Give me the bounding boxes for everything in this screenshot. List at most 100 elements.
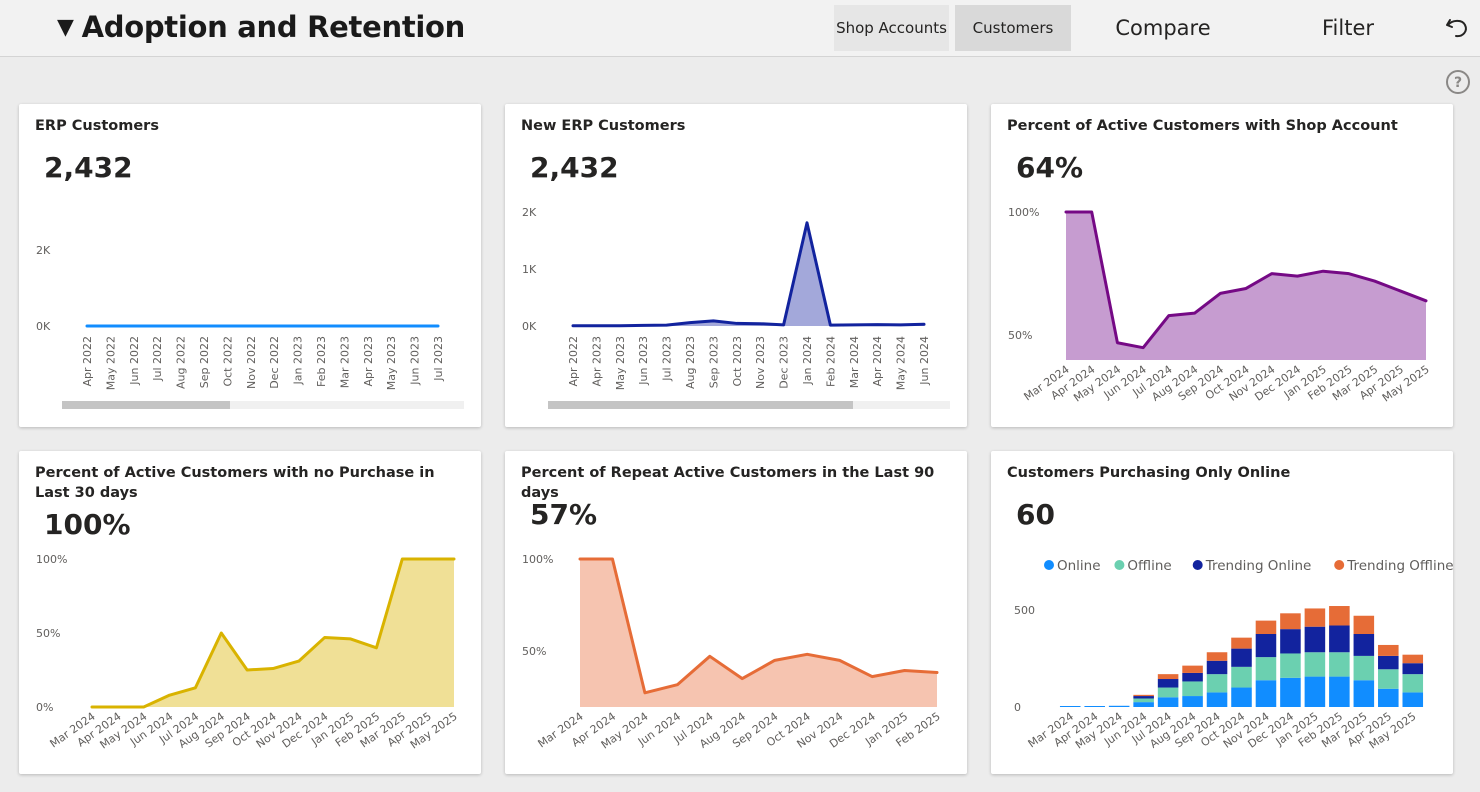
x-tick-label: Sep 2023 (707, 336, 720, 388)
new-erp-area-chart[interactable]: 0K 1K 2K Apr 2022 Apr 2023 May 2023 Jun 2023 Ju… (505, 104, 967, 427)
x-tick-label: May 2023 (385, 336, 398, 390)
chart-scrollbar-track[interactable] (62, 401, 464, 409)
x-tick-label: Mar 2023 (338, 336, 351, 388)
bar-segment (1084, 706, 1105, 707)
bar-segment (1255, 634, 1277, 658)
erp-line-chart[interactable]: 0K 2K Apr 2022 May 2022 Jun 2022 Jul 2022 Aug … (19, 104, 481, 427)
x-tick-label: Mar 2024 (848, 336, 861, 388)
page-title[interactable]: ▼ Adoption and Retention (57, 10, 465, 44)
bar-segment (1378, 644, 1399, 656)
bar-segment (1353, 615, 1375, 634)
y-tick-label: 100% (522, 553, 553, 566)
x-tick-label: Nov 2022 (245, 336, 258, 389)
bar-segment (1329, 625, 1350, 653)
help-icon[interactable]: ? (1445, 69, 1471, 95)
bar-segment (1378, 655, 1399, 670)
tab-shop-accounts[interactable]: Shop Accounts (834, 5, 949, 51)
bar-segment (1378, 688, 1399, 707)
bar-segment (1378, 669, 1399, 689)
card-erp-customers[interactable]: ERP Customers 2,432 0K 2K Apr 2022 May 2022… (19, 104, 481, 427)
x-tick-label: Aug 2022 (175, 336, 188, 389)
svg-text:?: ? (1454, 75, 1462, 91)
y-tick-label: 0K (36, 320, 51, 333)
bar-segment (1402, 692, 1424, 707)
chart-scrollbar-thumb[interactable] (62, 401, 230, 409)
x-tick-label: Apr 2023 (362, 336, 375, 387)
page-header: ▼ Adoption and Retention Shop Accounts Cu… (0, 0, 1480, 57)
x-tick-label: Jun 2023 (637, 336, 650, 386)
bar-segment (1329, 652, 1350, 677)
card-online-only[interactable]: Customers Purchasing Only Online 60 0 500… (991, 451, 1453, 774)
x-tick-label: May 2024 (895, 336, 908, 390)
bar-segment (1206, 660, 1228, 675)
x-tick-label: Nov 2023 (754, 336, 767, 389)
x-tick-label: Apr 2022 (81, 336, 94, 387)
online-stacked-bar-chart[interactable]: 0 500 Online Offline Trending Online Trending… (991, 451, 1453, 774)
bar-segment (1133, 702, 1154, 707)
x-tick-label: Feb 2023 (315, 336, 328, 387)
x-tick-label: Oct 2022 (221, 336, 234, 387)
bar-segment (1280, 629, 1301, 654)
triangle-down-icon[interactable]: ▼ (57, 15, 74, 40)
legend-label: Offline (1127, 558, 1171, 574)
bar-segment (1402, 663, 1424, 675)
page-title-text: Adoption and Retention (81, 10, 466, 44)
legend-label: Trending Offline (1346, 558, 1453, 574)
bar-segment (1133, 696, 1154, 699)
card-title: New ERP Customers (521, 118, 686, 134)
undo-icon[interactable] (1444, 14, 1472, 42)
x-tick-label: May 2023 (614, 336, 627, 390)
legend-marker (1334, 560, 1345, 570)
x-tick-label: Jul 2023 (661, 336, 674, 382)
bar-segment (1353, 634, 1375, 656)
tab-customers[interactable]: Customers (955, 5, 1071, 51)
y-tick-label: 50% (36, 627, 60, 640)
compare-button[interactable]: Compare (1105, 5, 1221, 51)
bar-segment (1280, 677, 1301, 707)
x-tick-label: Feb 2024 (824, 336, 837, 387)
tab-customers-label: Customers (972, 19, 1054, 37)
bar-segment (1255, 657, 1277, 681)
filter-button[interactable]: Filter (1300, 5, 1396, 51)
x-tick-label: Apr 2023 (590, 336, 603, 387)
y-tick-label: 0% (36, 701, 53, 714)
y-tick-label: 500 (1014, 604, 1035, 617)
card-no-purchase[interactable]: Percent of Active Customers with no Purc… (19, 451, 481, 774)
bar-segment (1059, 706, 1081, 707)
card-shop-account[interactable]: Percent of Active Customers with Shop Ac… (991, 104, 1453, 427)
legend-marker (1114, 560, 1125, 570)
x-tick-label: Sep 2022 (198, 336, 211, 388)
bar-segment (1353, 655, 1375, 681)
bar-segment (1157, 697, 1179, 707)
bar-segment (1255, 620, 1277, 634)
tab-shop-accounts-label: Shop Accounts (836, 19, 947, 37)
bar-segment (1402, 674, 1424, 693)
bar-segment (1304, 626, 1326, 653)
bar-segment (1108, 705, 1130, 707)
y-tick-label: 50% (522, 645, 546, 658)
x-tick-label: Apr 2022 (567, 336, 580, 387)
card-repeat-customers[interactable]: Percent of Repeat Active Customers in th… (505, 451, 967, 774)
kpi-value: 2,432 (44, 151, 133, 184)
bar-segment (1329, 676, 1350, 707)
y-tick-label: 0 (1014, 701, 1021, 714)
x-tick-label: Jul 2023 (432, 336, 445, 382)
card-new-erp-customers[interactable]: New ERP Customers 2,432 0K 1K 2K Apr 2022 Ap… (505, 104, 967, 427)
x-tick-label: Apr 2024 (871, 336, 884, 387)
bar-segment (1182, 696, 1203, 707)
y-tick-label: 100% (1008, 206, 1039, 219)
y-tick-label: 2K (522, 206, 537, 219)
bar-segment (1231, 648, 1252, 667)
bar-segment (1182, 665, 1203, 673)
bar-segment (1304, 676, 1326, 707)
card-title: Percent of Active Customers with no Purc… (35, 465, 435, 501)
bar-segment (1329, 606, 1350, 626)
x-tick-label: May 2022 (104, 336, 117, 390)
kpi-value: 64% (1016, 151, 1084, 184)
area-fill (1066, 212, 1426, 360)
chart-scrollbar-thumb[interactable] (548, 401, 853, 409)
bar-segment (1255, 680, 1277, 707)
